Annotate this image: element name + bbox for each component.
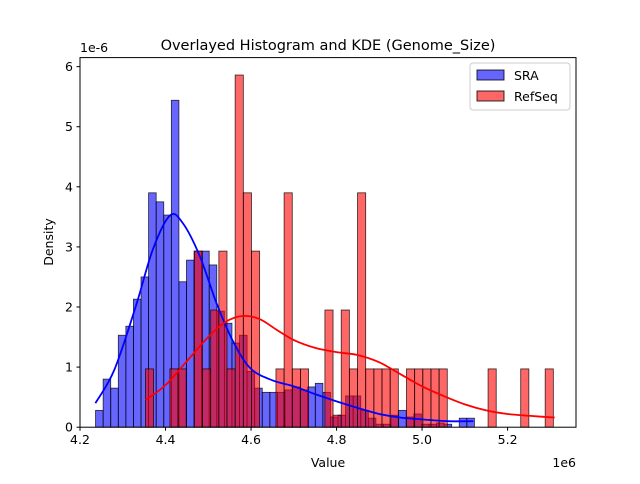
bar-refseq <box>283 192 293 428</box>
bar-refseq <box>544 368 554 428</box>
plot-frame <box>79 57 577 428</box>
kde-line-refseq <box>144 315 555 419</box>
bar-refseq <box>177 368 187 428</box>
legend-label-sra: SRA <box>514 68 539 83</box>
bar-refseq <box>340 309 350 428</box>
y-tick-label: 1 <box>65 360 73 375</box>
x-axis: 4.2 4.4 4.6 4.8 5.0 5.2 <box>70 427 518 447</box>
bar-refseq <box>251 250 261 428</box>
x-tick-label: 4.8 <box>327 432 347 447</box>
bar-refseq <box>332 414 342 428</box>
legend: SRA RefSeq <box>469 62 571 111</box>
bar-refseq <box>373 368 383 428</box>
x-axis-label: Value <box>311 455 346 470</box>
bar-refseq <box>193 250 203 428</box>
x-tick-label: 4.2 <box>70 432 90 447</box>
bar-refseq <box>300 368 309 428</box>
y-tick-label: 3 <box>65 239 73 254</box>
bar-sra <box>261 391 271 428</box>
y-tick-label: 4 <box>65 179 73 194</box>
bar-refseq <box>226 368 236 428</box>
bar-sra <box>458 417 468 428</box>
bar-refseq <box>242 192 252 428</box>
bar-sra <box>466 417 475 428</box>
bar-refseq <box>389 368 399 428</box>
bar-refseq <box>365 368 375 428</box>
bar-refseq <box>487 368 497 428</box>
y-tick-label: 2 <box>65 300 73 315</box>
bar-refseq <box>275 368 285 428</box>
bar-refseq <box>348 368 358 428</box>
bar-sra <box>133 298 142 428</box>
bar-refseq <box>422 368 432 428</box>
bar-sra <box>314 382 324 428</box>
y-tick-label: 5 <box>65 119 73 134</box>
bar-sra <box>95 409 104 428</box>
y-offset-label: 1e-6 <box>80 40 108 55</box>
bar-refseq <box>202 368 212 428</box>
kde-layer <box>94 213 555 423</box>
bar-refseq <box>169 368 179 428</box>
bars-layer <box>95 74 554 428</box>
bar-refseq <box>438 368 448 428</box>
x-tick-label: 5.0 <box>412 432 432 447</box>
x-tick-label: 5.2 <box>498 432 518 447</box>
x-tick-label: 4.4 <box>156 432 176 447</box>
chart-title: Overlayed Histogram and KDE (Genome_Size… <box>161 38 496 54</box>
bar-sra <box>125 325 134 428</box>
legend-swatch-refseq <box>476 90 505 102</box>
kde-line-sra <box>94 213 474 423</box>
y-tick-label: 6 <box>65 59 73 74</box>
legend-label-refseq: RefSeq <box>514 89 558 104</box>
bar-sra <box>155 201 165 428</box>
bar-refseq <box>234 74 244 428</box>
y-axis-label: Density <box>41 218 56 266</box>
y-tick-label: 0 <box>65 420 73 435</box>
x-tick-label: 4.6 <box>241 432 261 447</box>
bar-refseq <box>430 368 440 428</box>
bar-sra <box>110 387 119 428</box>
x-offset-label: 1e6 <box>552 455 576 470</box>
bar-refseq <box>291 368 301 428</box>
legend-swatch-sra <box>476 69 505 81</box>
bar-refseq <box>324 309 334 428</box>
bar-sra <box>186 259 195 428</box>
bar-refseq <box>218 250 228 428</box>
y-axis: 0 1 2 3 4 5 6 <box>65 59 80 435</box>
bar-refseq <box>357 192 367 428</box>
bar-refseq <box>381 368 391 428</box>
bar-refseq <box>520 368 530 428</box>
